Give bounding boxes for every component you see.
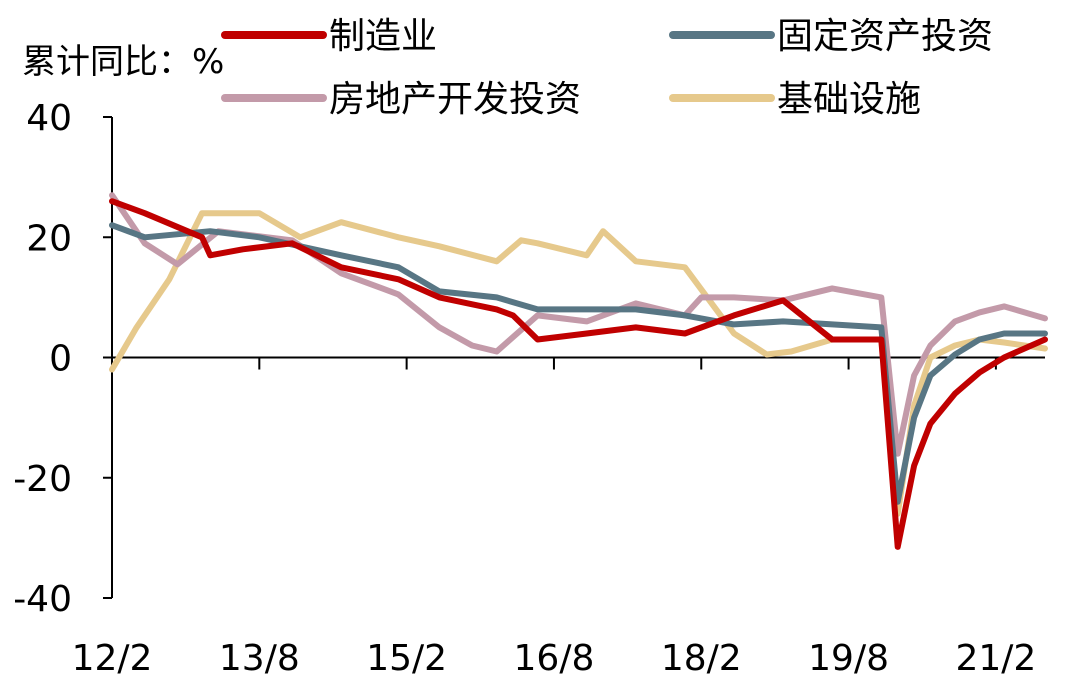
y-axis-unit-label: 累计同比：% [22,42,225,82]
series-line-1 [109,198,1048,550]
x-tick-label: 13/8 [219,638,300,679]
y-tick-label: -40 [13,579,72,620]
x-tick-label: 18/2 [661,638,742,679]
series-line-4 [109,210,1048,517]
series-line-2 [109,222,1048,505]
y-tick-label: 40 [26,98,72,139]
x-tick-label: 21/2 [955,638,1036,679]
legend-label: 基础设施 [777,79,921,120]
y-tick-label: 0 [49,339,72,380]
legend-label: 固定资产投资 [777,16,993,57]
x-tick-label: 19/8 [808,638,889,679]
legend-label: 制造业 [329,16,437,57]
legend-label: 房地产开发投资 [329,79,581,120]
x-tick-label: 12/2 [72,638,153,679]
x-tick-label: 15/2 [366,638,447,679]
series-lines [109,192,1048,550]
x-tick-label: 16/8 [514,638,595,679]
y-tick-label: -20 [13,459,72,500]
y-tick-label: 20 [26,218,72,259]
